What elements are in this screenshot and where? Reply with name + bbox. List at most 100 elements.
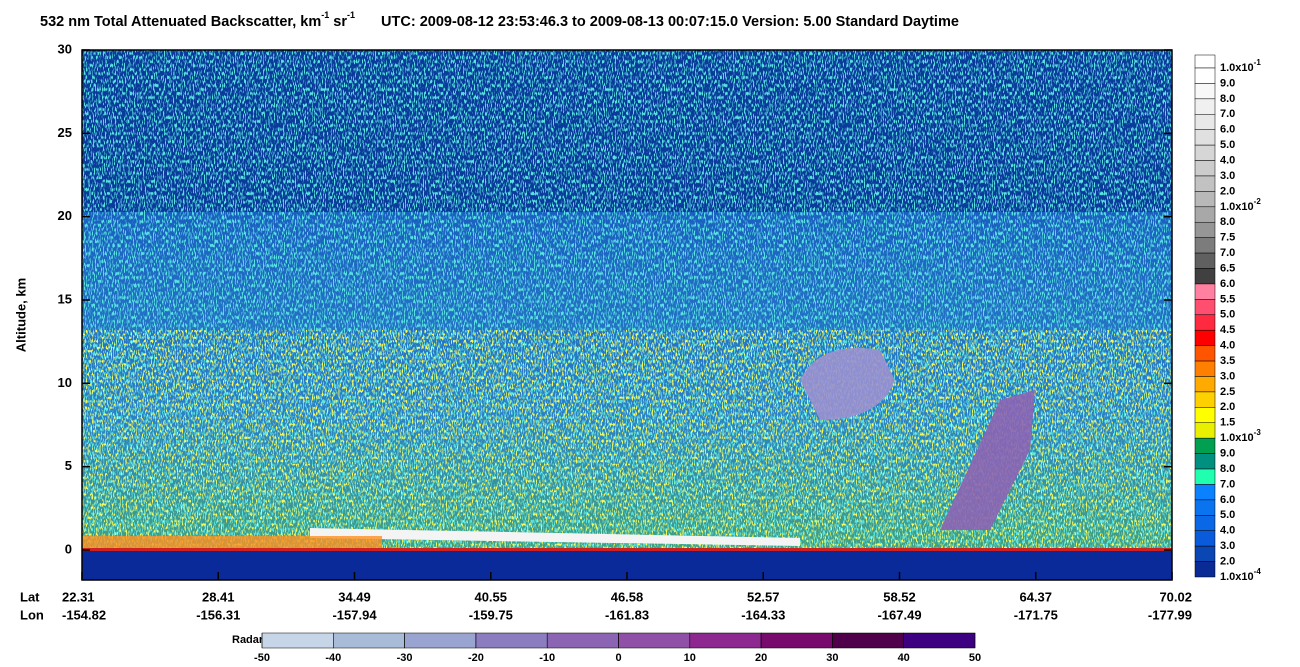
colorbar-label: 4.0 xyxy=(1220,525,1235,537)
colorbar-swatch xyxy=(1194,98,1216,115)
lon-label: -164.33 xyxy=(741,607,785,622)
colorbar-swatch xyxy=(1194,499,1216,516)
colorbar-label: 6.0 xyxy=(1220,124,1235,136)
radar-tick-label: -30 xyxy=(397,652,413,664)
colorbar-swatch xyxy=(1194,422,1216,439)
colorbar-label: 3.0 xyxy=(1220,370,1235,382)
radar-swatch xyxy=(618,632,691,649)
colorbar-label: 6.5 xyxy=(1220,262,1235,274)
colorbar-label: 6.0 xyxy=(1220,278,1235,290)
colorbar-label: 9.0 xyxy=(1220,77,1235,89)
lat-label: 64.37 xyxy=(1019,589,1052,604)
colorbar-swatch xyxy=(1194,191,1216,208)
lon-label: -156.31 xyxy=(196,607,240,622)
lat-label: 52.57 xyxy=(747,589,780,604)
colorbar-label: 7.5 xyxy=(1220,232,1235,244)
colorbar-swatch xyxy=(1194,314,1216,331)
lat-label: 22.31 xyxy=(62,589,95,604)
colorbar-swatch xyxy=(1194,83,1216,100)
radar-tick-label: 40 xyxy=(898,652,910,664)
radar-swatch xyxy=(261,632,334,649)
colorbar-label: 1.0x10-2 xyxy=(1220,197,1261,213)
colorbar-swatch xyxy=(1194,376,1216,393)
lat-row-label: Lat xyxy=(20,589,40,604)
colorbar-swatch xyxy=(1194,345,1216,362)
lon-label: -159.75 xyxy=(469,607,513,622)
colorbar-label: 5.0 xyxy=(1220,139,1235,151)
lon-label: -161.83 xyxy=(605,607,649,622)
lat-label: 34.49 xyxy=(338,589,371,604)
y-tick-label: 30 xyxy=(58,41,72,56)
colorbar-swatch xyxy=(1194,144,1216,161)
colorbar-swatch xyxy=(1194,515,1216,531)
radar-swatch xyxy=(832,632,904,649)
radar-tick-label: -40 xyxy=(325,652,341,664)
lat-label: 40.55 xyxy=(474,589,507,604)
colorbar-label: 7.0 xyxy=(1220,478,1235,490)
colorbar-swatch xyxy=(1194,114,1216,130)
colorbar-label: 7.0 xyxy=(1220,247,1235,259)
radar-tick-label: 0 xyxy=(615,652,621,664)
colorbar-label: 5.0 xyxy=(1220,309,1235,321)
lon-label: -177.99 xyxy=(1148,607,1192,622)
radar-swatch xyxy=(404,632,477,649)
colorbar-swatch xyxy=(1194,545,1216,562)
colorbar-label: 1.0x10-4 xyxy=(1220,567,1261,583)
colorbar-swatch xyxy=(1194,237,1216,254)
y-tick-label: 15 xyxy=(58,291,72,306)
lat-label: 46.58 xyxy=(611,589,644,604)
colorbar-swatch xyxy=(1194,252,1216,269)
y-axis-label: Altitude, km xyxy=(13,278,28,352)
colorbar-label: 2.5 xyxy=(1220,386,1235,398)
radar-tick-label: 10 xyxy=(684,652,696,664)
colorbar-swatch xyxy=(1194,206,1216,223)
lat-label: 58.52 xyxy=(883,589,916,604)
colorbar-label: 3.0 xyxy=(1220,170,1235,182)
radar-swatch xyxy=(333,632,405,649)
colorbar-swatch xyxy=(1194,67,1216,84)
radar-swatch xyxy=(546,632,619,649)
colorbar-label: 2.0 xyxy=(1220,401,1235,413)
colorbar-label: 3.0 xyxy=(1220,540,1235,552)
colorbar-swatch xyxy=(1194,484,1216,501)
colorbar-swatch xyxy=(1194,437,1216,454)
colorbar-swatch xyxy=(1194,268,1216,285)
cloud xyxy=(800,348,895,420)
colorbar-swatch xyxy=(1194,221,1216,238)
colorbar-label: 4.0 xyxy=(1220,154,1235,166)
y-tick-label: 5 xyxy=(65,458,72,473)
colorbar-swatch xyxy=(1194,329,1216,346)
colorbar-swatch xyxy=(1194,407,1216,424)
radar-tick-label: 30 xyxy=(826,652,838,664)
y-tick-label: 20 xyxy=(58,208,72,223)
colorbar-label: 4.5 xyxy=(1220,324,1235,336)
colorbar-swatch xyxy=(1194,160,1216,177)
colorbar-label: 2.0 xyxy=(1220,555,1235,567)
plot-area xyxy=(81,49,1173,581)
radar-tick-label: 50 xyxy=(969,652,981,664)
y-tick-label: 10 xyxy=(58,375,72,390)
lat-label: 28.41 xyxy=(202,589,235,604)
radar-tick-label: -10 xyxy=(539,652,555,664)
colorbar-swatch xyxy=(1194,468,1216,485)
colorbar-label: 2.0 xyxy=(1220,185,1235,197)
radar-swatch xyxy=(903,632,976,649)
colorbar-swatch xyxy=(1194,283,1216,300)
lon-label: -154.82 xyxy=(62,607,106,622)
surface xyxy=(82,548,1172,551)
colorbar-label: 4.0 xyxy=(1220,340,1235,352)
colorbar-swatch xyxy=(1194,391,1216,408)
colorbar-label: 1.0x10-1 xyxy=(1220,58,1261,74)
colorbar-label: 3.5 xyxy=(1220,355,1235,367)
lon-label: -157.94 xyxy=(332,607,377,622)
radar-swatch xyxy=(760,632,833,649)
colorbar-swatch xyxy=(1194,530,1216,547)
colorbar-swatch xyxy=(1194,561,1216,578)
radar-swatch xyxy=(475,632,548,649)
lon-label: -167.49 xyxy=(877,607,921,622)
colorbar-swatch xyxy=(1194,299,1216,316)
colorbar-label: 8.0 xyxy=(1220,463,1235,475)
y-tick-label: 25 xyxy=(58,125,72,140)
chart-title: 532 nm Total Attenuated Backscatter, km-… xyxy=(40,10,959,29)
